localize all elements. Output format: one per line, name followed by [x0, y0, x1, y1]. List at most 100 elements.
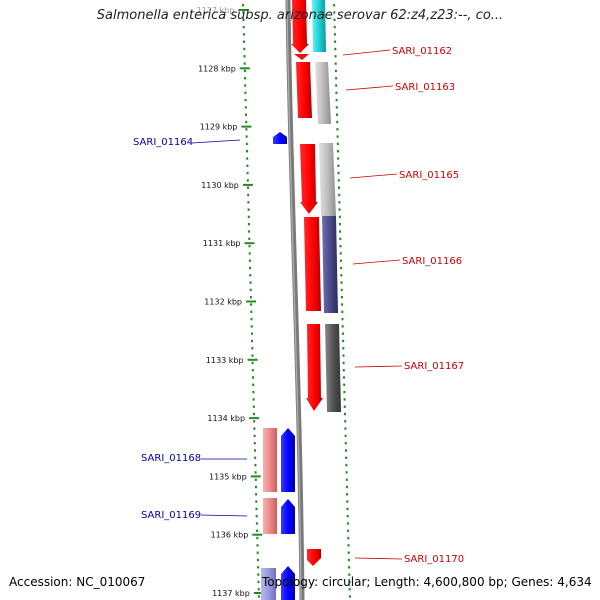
track-dot [334, 40, 337, 43]
track-dot [242, 4, 245, 7]
kbp-scale: 1127 kbp 1128 kbp 1129 kbp 1130 kbp 1131 kbp… [197, 6, 264, 598]
gene-label-sari-01162[interactable]: SARI_01162 [392, 46, 452, 57]
kbp-tick-mark [241, 125, 252, 128]
track-dot [245, 128, 248, 131]
track-dot [336, 135, 339, 138]
track-dot [247, 223, 250, 226]
track-dot [243, 55, 246, 58]
track-dot [348, 573, 351, 576]
kbp-tick-label: 1128 kbp [198, 64, 236, 73]
track-dot [256, 551, 259, 554]
track-dot [249, 266, 252, 270]
gene-arrow-fragment [294, 54, 309, 60]
track-dot [335, 91, 338, 94]
track-dot [334, 55, 337, 58]
track-dot [339, 237, 342, 240]
track-dot [344, 434, 347, 438]
kbp-tick-label: 1132 kbp [204, 298, 242, 307]
track-dot [249, 274, 252, 277]
track-dot [343, 398, 346, 401]
track-dot [257, 566, 260, 569]
gene-label-sari-01169[interactable]: SARI_01169 [141, 510, 201, 521]
track-dot [343, 405, 346, 408]
track-dot [333, 25, 336, 29]
track-dot [341, 317, 344, 321]
gene-label-sari-01170[interactable]: SARI_01170 [404, 554, 464, 565]
track-dot [245, 120, 248, 124]
kbp-tick-label: 1137 kbp [212, 589, 250, 598]
kbp-tick-mark [239, 67, 250, 70]
track-dot [246, 171, 249, 175]
track-dot [345, 471, 348, 474]
track-dot [340, 274, 343, 277]
track-dot [255, 515, 258, 518]
track-dot [250, 317, 253, 321]
gene-arrow-sari-01169[interactable] [281, 499, 295, 534]
track-dot [342, 361, 345, 365]
kbp-tick-label: 1131 kbp [203, 239, 241, 248]
feature-slate [322, 216, 338, 313]
track-dot [253, 412, 255, 416]
track-dot [345, 478, 348, 481]
kbp-tick-label: 1136 kbp [211, 531, 249, 540]
track-dot [340, 266, 343, 270]
gene-arrow-sari-01166[interactable] [304, 217, 321, 311]
track-dot [348, 595, 351, 598]
track-dot [342, 369, 345, 372]
track-dot [255, 522, 258, 525]
track-dot [342, 354, 345, 357]
gene-label-sari-01164[interactable]: SARI_01164 [133, 137, 193, 148]
gene-arrow-sari-01163[interactable] [296, 62, 312, 118]
track-dot [255, 493, 258, 496]
track-dot [246, 150, 248, 153]
track-dot [256, 536, 259, 540]
track-dot [248, 237, 251, 240]
gene-label-sari-01168[interactable]: SARI_01168 [141, 453, 201, 464]
genome-backbone-highlight [286, 0, 302, 600]
gene-arrow-sari-01164[interactable] [273, 132, 287, 144]
track-dot [347, 536, 350, 540]
gene-arrow-sari-01162[interactable] [291, 0, 309, 53]
track-dot [248, 252, 251, 255]
track-dot [339, 230, 342, 233]
track-dot [257, 595, 260, 598]
track-dot [337, 171, 340, 175]
tick-dot-track-right [333, 4, 351, 598]
gene-arrow-sari-01165[interactable] [300, 144, 318, 214]
track-dot [346, 507, 349, 511]
track-dot [337, 157, 340, 160]
gene-label-sari-01166[interactable]: SARI_01166 [402, 256, 462, 267]
track-dot [250, 332, 253, 335]
track-dot [255, 485, 257, 489]
track-dot [338, 215, 341, 219]
feature-pink-a [263, 428, 277, 492]
track-dot [347, 551, 350, 554]
gene-arrow-sari-01170[interactable] [307, 549, 321, 566]
track-dot [251, 354, 254, 357]
track-dot [243, 69, 246, 73]
track-dot [245, 113, 247, 116]
track-dot [339, 259, 342, 262]
track-dot [243, 62, 246, 65]
gene-arrow-sari-01167[interactable] [306, 324, 323, 411]
gene-label-sari-01167[interactable]: SARI_01167 [404, 361, 464, 372]
track-dot [256, 544, 259, 547]
track-dot [344, 412, 346, 416]
gene-label-sari-01165[interactable]: SARI_01165 [399, 170, 459, 181]
gene-label-sari-01163[interactable]: SARI_01163 [395, 82, 455, 93]
track-dot [249, 296, 252, 299]
track-dot [338, 186, 340, 189]
track-dot [253, 442, 256, 445]
track-dot [335, 106, 338, 109]
kbp-tick-label: 1134 kbp [207, 414, 245, 423]
track-dot [251, 369, 254, 372]
track-dot [257, 573, 260, 576]
gene-arrow-sari-01168[interactable] [281, 428, 295, 492]
track-dot [251, 339, 254, 343]
track-dot [252, 398, 255, 401]
track-dot [254, 463, 257, 467]
track-dot [347, 558, 350, 562]
kbp-tick-mark [247, 358, 258, 361]
track-dot [337, 150, 339, 153]
